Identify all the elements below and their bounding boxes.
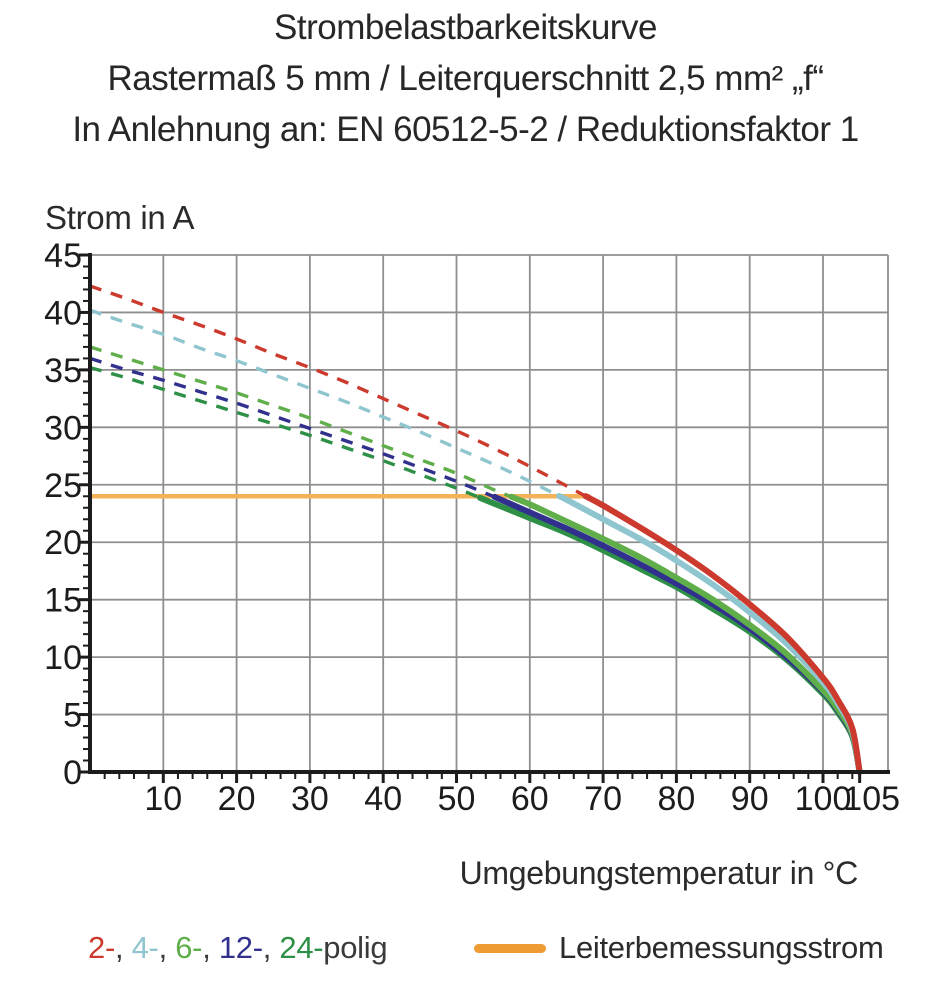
legend-pole-2-polig: 2- xyxy=(88,930,115,965)
x-tick-label-100: 100 xyxy=(795,780,852,818)
x-axis-title: Umgebungstemperatur in °C xyxy=(460,855,858,891)
legend-separator: , xyxy=(114,930,132,965)
rated-current-swatch xyxy=(474,943,546,953)
curve-dashed-6-polig xyxy=(89,345,513,499)
x-tick-label-60: 60 xyxy=(511,780,549,818)
curve-dashed-12-polig xyxy=(89,356,499,500)
curves-layer xyxy=(89,284,863,775)
chart-header: Strombelastbarkeitskurve Rastermaß 5 mm … xyxy=(0,2,931,155)
x-tick-label-10: 10 xyxy=(144,780,182,818)
legend-poles-suffix: polig xyxy=(323,930,388,965)
y-tick-label-0: 0 xyxy=(63,754,82,792)
grid-layer xyxy=(90,254,889,772)
x-tick-label-105: 105 xyxy=(843,780,900,818)
curve-solid-2-polig xyxy=(582,493,863,775)
axes-layer xyxy=(79,253,890,783)
y-tick-label-45: 45 xyxy=(44,237,82,275)
x-tick-label-90: 90 xyxy=(731,780,769,818)
x-tick-label-80: 80 xyxy=(657,780,695,818)
chart-standard-note: In Anlehnung an: EN 60512-5-2 / Reduktio… xyxy=(72,110,859,149)
curve-solid-24-polig xyxy=(477,494,863,775)
curve-dashed-2-polig xyxy=(89,284,587,498)
legend-pole-6-polig: 6- xyxy=(175,930,203,965)
x-tick-label-30: 30 xyxy=(291,780,329,818)
tick-labels-layer: 0 5 10 15 20 25 30 35 40 45 10 20 30 40 50 60 70 80 90 1001… xyxy=(44,237,900,818)
x-tick-label-20: 20 xyxy=(218,780,256,818)
curve-solid-6-polig xyxy=(508,493,863,775)
y-tick-label-20: 20 xyxy=(44,524,82,562)
x-tick-label-40: 40 xyxy=(364,780,402,818)
y-tick-label-10: 10 xyxy=(44,639,82,677)
legend-separator: , xyxy=(262,930,280,965)
legend-pole-12-polig: 12- xyxy=(218,930,263,965)
y-tick-label-25: 25 xyxy=(44,467,82,505)
y-tick-label-15: 15 xyxy=(44,582,82,620)
legend-separator: , xyxy=(202,930,219,965)
legend-poles: 2-, 4-, 6-, 12-, 24-polig xyxy=(88,926,388,970)
legend-rated: Leiterbemessungsstrom xyxy=(474,926,884,970)
curve-dashed-24-polig xyxy=(89,365,481,500)
y-tick-label-40: 40 xyxy=(44,294,82,332)
curve-dashed-4-polig xyxy=(89,308,560,498)
y-tick-label-30: 30 xyxy=(44,409,82,447)
legend-pole-24-polig: 24- xyxy=(279,930,324,965)
x-tick-label-70: 70 xyxy=(584,780,622,818)
legend-pole-4-polig: 4- xyxy=(131,930,159,965)
chart-title: Strombelastbarkeitskurve xyxy=(274,8,657,47)
y-tick-label-35: 35 xyxy=(44,352,82,390)
y-tick-label-5: 5 xyxy=(63,697,82,735)
rated-current-label: Leiterbemessungsstrom xyxy=(559,930,884,965)
chart-subtitle: Rastermaß 5 mm / Leiterquerschnitt 2,5 m… xyxy=(107,59,824,98)
y-axis-title: Strom in A xyxy=(45,199,195,236)
x-tick-label-50: 50 xyxy=(438,780,476,818)
legend-separator: , xyxy=(158,930,176,965)
